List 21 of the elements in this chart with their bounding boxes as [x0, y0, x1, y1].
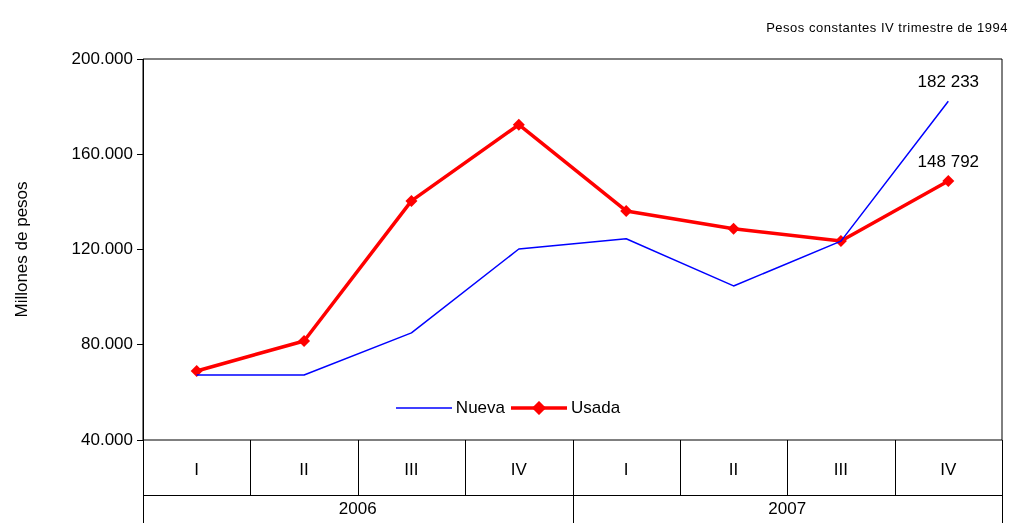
x-tick-label: II [299, 459, 309, 479]
y-tick-label: 200.000 [71, 48, 133, 68]
x-tick-label: IV [510, 459, 528, 479]
data-label: 148 792 [917, 152, 980, 172]
text: 2006 [338, 498, 377, 518]
y-tick-label: 120.000 [71, 239, 133, 259]
x-tick-label: I [194, 459, 200, 479]
text: 2007 [768, 498, 807, 518]
legend-label: Usada [571, 398, 621, 418]
legend-label: Nueva [455, 398, 505, 418]
x-tick-label: I [623, 459, 629, 479]
x-tick-label: III [404, 459, 419, 479]
x-tick-label: II [728, 459, 739, 479]
y-axis-title: Millones de pesos [11, 181, 31, 318]
chart-subtitle: Pesos constantes IV trimestre de 1994 [766, 20, 1008, 35]
x-tick-label: III [833, 459, 849, 479]
y-tick-label: 160.000 [71, 143, 133, 163]
x-tick-label: IV [940, 459, 957, 479]
data-label: 182 233 [917, 72, 980, 92]
y-tick-label: 40.000 [81, 429, 133, 449]
y-tick-label: 80.000 [81, 334, 133, 354]
